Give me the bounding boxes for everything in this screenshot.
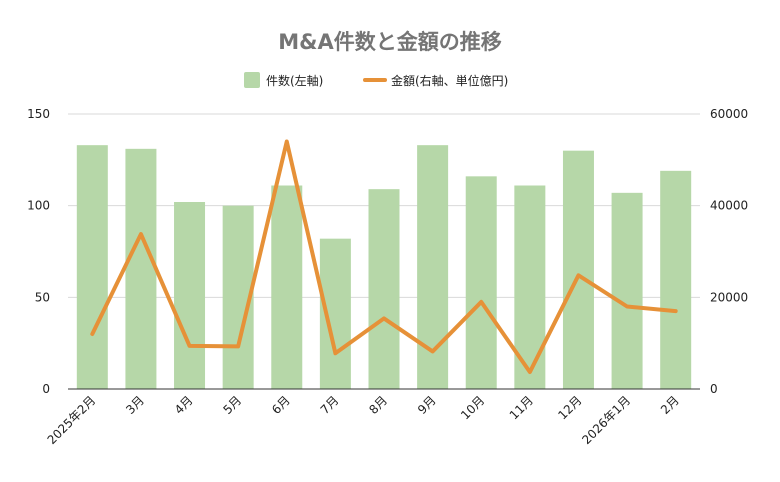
y-right-tick-label: 20000 xyxy=(710,290,748,304)
x-tick-label: 2025年2月 xyxy=(45,393,99,447)
bar xyxy=(465,176,497,389)
bar xyxy=(660,170,692,389)
x-tick-label: 8月 xyxy=(366,393,390,417)
y-right-tick-label: 0 xyxy=(710,382,718,396)
x-tick-label: 2026年1月 xyxy=(579,393,633,447)
bar xyxy=(611,192,643,389)
y-left-tick-label: 50 xyxy=(35,290,50,304)
bar-series xyxy=(76,145,692,389)
legend-swatch-count xyxy=(244,72,260,88)
bar xyxy=(125,148,157,389)
x-tick-label: 6月 xyxy=(269,393,293,417)
y-right-tick-label: 60000 xyxy=(710,107,748,121)
x-tick-label: 11月 xyxy=(507,393,536,422)
y-left-tick-label: 150 xyxy=(27,107,50,121)
legend: 件数(左軸) 金額(右軸、単位億円) xyxy=(244,72,508,88)
legend-label-amount: 金額(右軸、単位億円) xyxy=(391,73,508,88)
y-left-tick-label: 0 xyxy=(42,382,50,396)
bar xyxy=(76,145,108,389)
bar xyxy=(368,189,400,389)
x-tick-label: 4月 xyxy=(172,393,196,417)
x-tick-label: 7月 xyxy=(318,393,342,417)
x-tick-label: 2月 xyxy=(658,393,682,417)
y-left-tick-label: 100 xyxy=(27,199,50,213)
chart-title: M&A件数と金額の推移 xyxy=(278,30,501,54)
bar xyxy=(271,185,303,389)
bar xyxy=(174,202,206,389)
legend-label-count: 件数(左軸) xyxy=(266,73,323,88)
x-tick-label: 3月 xyxy=(123,393,147,417)
x-tick-label: 5月 xyxy=(220,393,244,417)
x-tick-label: 12月 xyxy=(555,393,584,422)
y-right-tick-label: 40000 xyxy=(710,199,748,213)
bar xyxy=(417,145,449,389)
x-tick-label: 9月 xyxy=(415,393,439,417)
x-tick-label: 10月 xyxy=(458,393,487,422)
bar xyxy=(562,150,594,389)
line-series xyxy=(90,139,678,375)
